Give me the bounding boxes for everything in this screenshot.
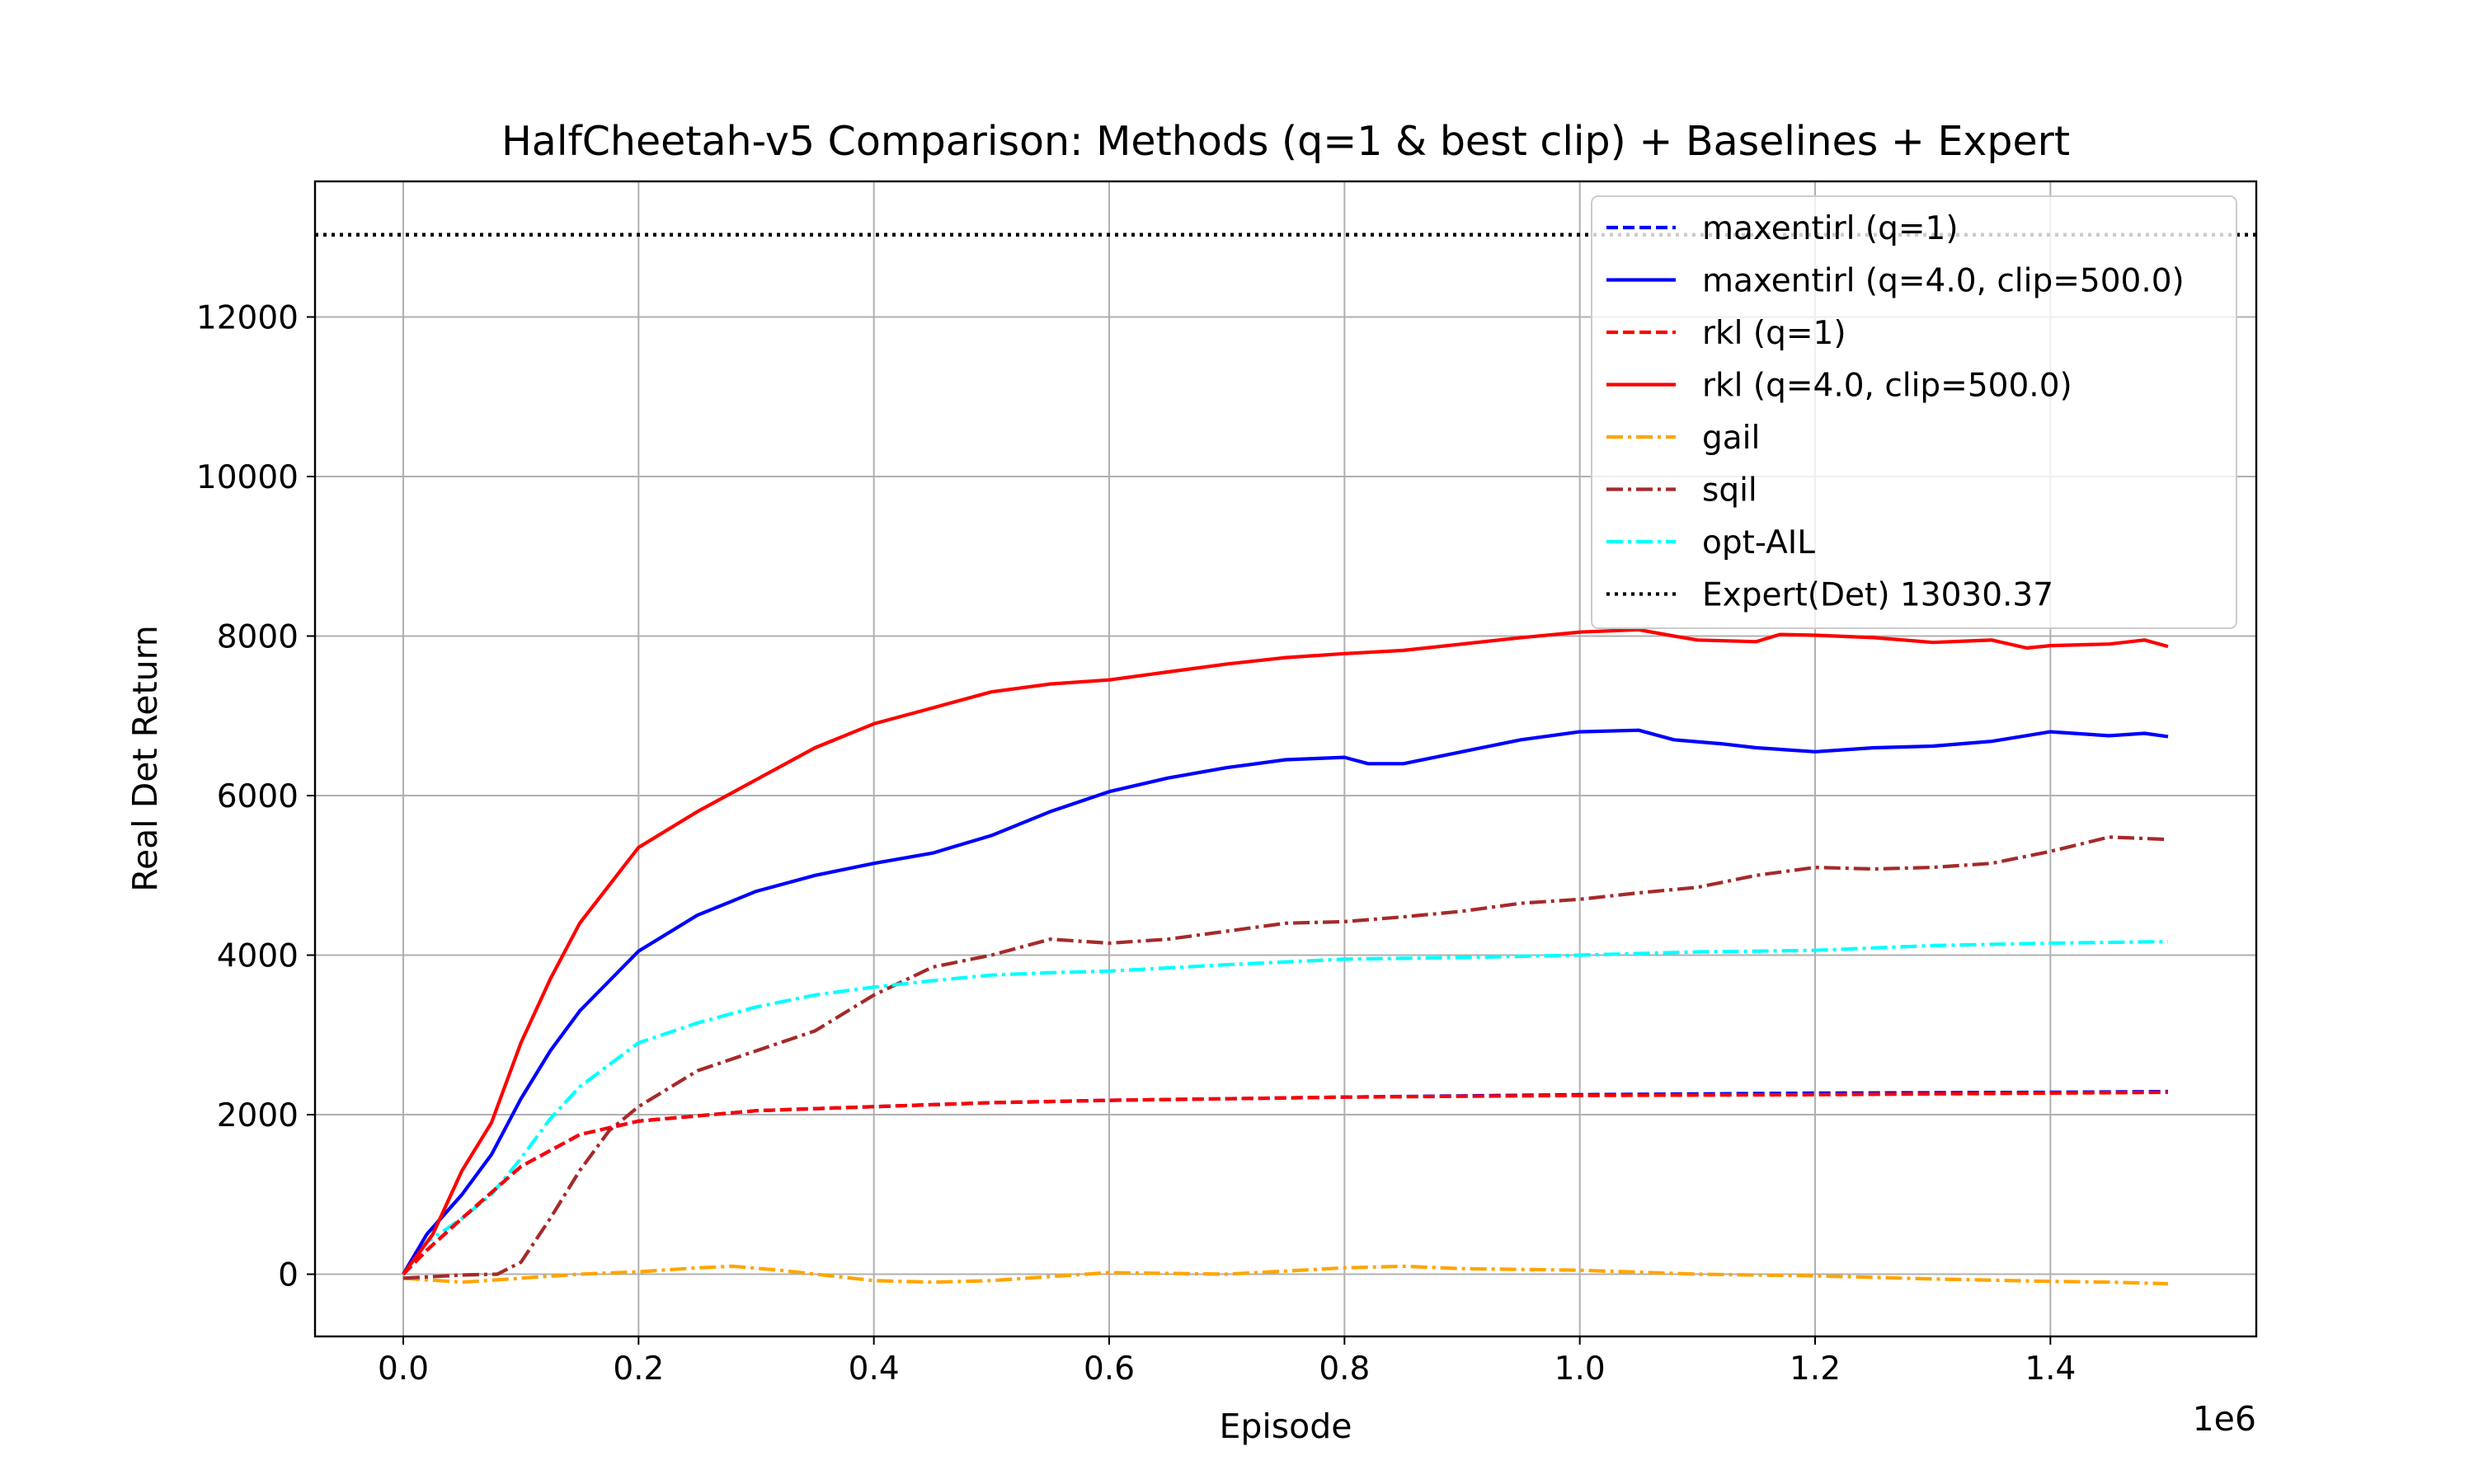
y-axis-ticks: 0 2000 4000 6000 8000 10000 12000 bbox=[196, 299, 315, 1294]
legend-label: sqil bbox=[1702, 472, 1757, 510]
series-line-4 bbox=[402, 1264, 2169, 1286]
y-tick-label: 12000 bbox=[196, 299, 299, 336]
x-tick-label: 0.2 bbox=[613, 1350, 664, 1388]
x-tick-label: 0.4 bbox=[849, 1350, 900, 1388]
legend-label: opt-AIL bbox=[1702, 524, 1815, 561]
x-tick-label: 0.6 bbox=[1084, 1350, 1135, 1388]
x-axis-offset-label: 1e6 bbox=[2193, 1399, 2256, 1439]
series-line-1 bbox=[402, 728, 2169, 1275]
legend-label: rkl (q=1) bbox=[1702, 315, 1846, 352]
legend-label: rkl (q=4.0, clip=500.0) bbox=[1702, 368, 2072, 405]
x-tick-label: 1.4 bbox=[2025, 1350, 2076, 1388]
x-tick-label: 0.0 bbox=[378, 1350, 429, 1388]
y-tick-label: 10000 bbox=[196, 459, 299, 496]
y-tick-label: 2000 bbox=[217, 1097, 299, 1134]
plot-area-frame bbox=[313, 180, 2258, 1338]
x-axis-label: Episode bbox=[1219, 1407, 1352, 1446]
chart-title: HalfCheetah-v5 Comparison: Methods (q=1 … bbox=[501, 118, 2070, 165]
series-line-2 bbox=[402, 1090, 2169, 1275]
legend-label: maxentirl (q=4.0, clip=500.0) bbox=[1702, 263, 2185, 300]
x-axis-ticks: 0.0 0.2 0.4 0.6 0.8 1.0 1.2 1.4 bbox=[378, 1336, 2076, 1388]
y-tick-label: 0 bbox=[278, 1257, 299, 1294]
y-tick-label: 8000 bbox=[217, 618, 299, 655]
series-line-3 bbox=[402, 627, 2169, 1275]
series-layer bbox=[402, 627, 2169, 1286]
x-tick-label: 1.2 bbox=[1790, 1350, 1841, 1388]
series-line-6 bbox=[402, 940, 2169, 1275]
y-tick-label: 4000 bbox=[217, 938, 299, 975]
x-tick-label: 1.0 bbox=[1554, 1350, 1606, 1388]
legend-label: gail bbox=[1702, 420, 1760, 457]
legend-box bbox=[1591, 195, 2237, 629]
legend-label: maxentirl (q=1) bbox=[1702, 210, 1959, 247]
legend-label: Expert(Det) 13030.37 bbox=[1702, 577, 2053, 614]
y-axis-label: Real Det Return bbox=[125, 625, 165, 891]
series-line-5 bbox=[402, 835, 2169, 1280]
x-tick-label: 0.8 bbox=[1319, 1350, 1370, 1388]
legend: maxentirl (q=1) maxentirl (q=4.0, clip=50… bbox=[1591, 195, 2237, 629]
y-tick-label: 6000 bbox=[217, 778, 299, 815]
